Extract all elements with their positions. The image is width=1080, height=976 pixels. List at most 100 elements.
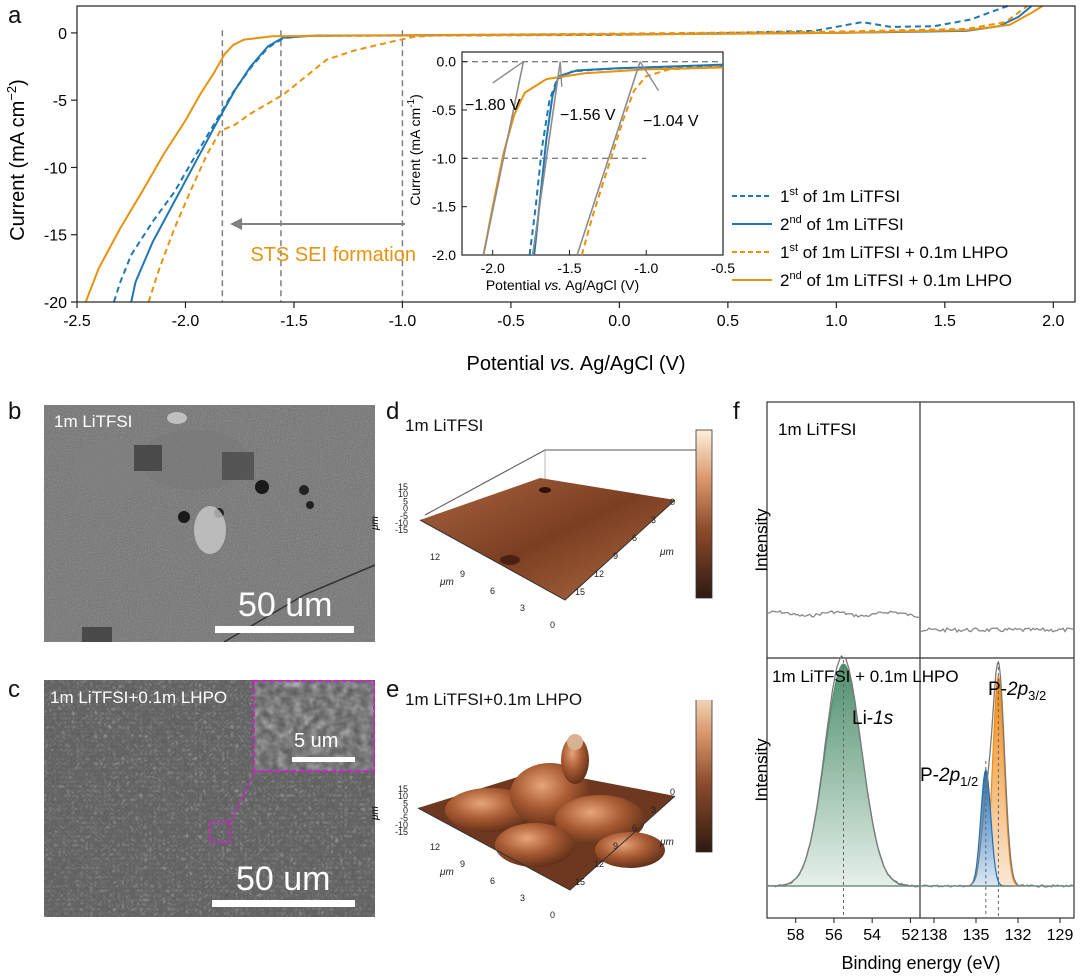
legend-label-2: 1st of 1m LiTFSI + 0.1m LHPO: [780, 242, 1008, 262]
afm-y-tick: 3: [651, 805, 656, 815]
y-tick-label: -20: [44, 295, 67, 312]
afm-z-tick: -10: [395, 820, 408, 830]
inset-tangent-2: [576, 61, 641, 256]
scale-bar-b: [215, 626, 354, 633]
y-axis-label-bottom: Intensity: [752, 738, 771, 802]
sem-label-b: 1m LiTFSI: [54, 412, 133, 431]
x-axis-label: Potential vs. Ag/AgCl (V): [467, 353, 686, 375]
afm-z-tick: 0: [403, 806, 408, 816]
xps-plot: 58 56 54 52 138 135 132 129: [766, 401, 1075, 944]
afm-y-tick: 6: [632, 533, 637, 543]
afm-z-tick: -5: [400, 511, 408, 521]
xps-x-tick-label: 54: [863, 927, 881, 944]
panel-letter-e: e: [386, 676, 400, 703]
afm-y-tick: 12: [594, 859, 604, 869]
afm-x-tick: 0: [550, 620, 555, 630]
panel-letter-b: b: [8, 398, 22, 425]
afm-z-tick: 15: [398, 784, 408, 794]
sem-texture-b: [44, 405, 375, 642]
inset-scale-text-c: 5 um: [294, 730, 339, 752]
inset-y-label: Current (mA cm-1): [406, 94, 423, 206]
series-line-2: [147, 5, 1028, 303]
colorbar-e: [695, 700, 713, 853]
scale-text-b: 50 um: [238, 586, 333, 624]
onset-label-0: −1.80 V: [465, 97, 521, 114]
panel-letter-f: f: [733, 398, 740, 425]
x-axis-label-f: Binding energy (eV): [841, 953, 1000, 973]
xps-x-tick-label: 52: [902, 927, 920, 944]
series-line-3: [84, 5, 1044, 303]
inset-series-1: [533, 63, 724, 256]
afm-axis-unit: μm: [659, 837, 674, 848]
peak-label-li: Li-1s: [852, 708, 894, 729]
x-tick-label: 0.0: [608, 313, 630, 330]
xps-x-tick-label: 56: [825, 927, 843, 944]
afm-x-tick: 6: [490, 876, 495, 886]
afm-x-tick: 9: [460, 859, 465, 869]
panel-letter-a: a: [8, 2, 22, 29]
inset-x-tick-label: -2.0: [481, 260, 505, 276]
afm-x-tick: 12: [430, 552, 440, 562]
afm-y-tick: 0: [670, 787, 675, 797]
x-tick-label: -2.5: [63, 313, 91, 330]
afm-y-tick: 0: [670, 497, 675, 507]
inset-tangent-0: [482, 61, 525, 256]
svg-text:μm: μm: [370, 516, 381, 531]
afm-x-tick: 0: [550, 910, 555, 920]
afm-y-tick: 6: [632, 823, 637, 833]
peak-label-p32: P-2p3/2: [988, 679, 1046, 703]
x-tick-label: 1.0: [825, 313, 847, 330]
inset-arrow-1: [559, 61, 563, 87]
colorbar-d: [695, 429, 713, 599]
y-axis-label: Current (mA cm−2): [4, 79, 29, 241]
annotation-arrowhead: [230, 218, 242, 230]
inset-y-tick-label: -2.0: [432, 247, 456, 263]
afm-title-d: 1m LiTFSI: [405, 416, 484, 435]
annotation-sts-sei: STS SEI formation: [250, 244, 416, 266]
afm-x-tick: 3: [520, 603, 525, 613]
x-tick-label: -1.0: [389, 313, 417, 330]
inset-scale-bar-c: [292, 757, 355, 762]
afm-axis-unit: μm: [659, 547, 674, 558]
afm-x-tick: 6: [490, 586, 495, 596]
afm-axis-unit: μm: [439, 867, 454, 878]
inset-y-tick-label: 0.0: [437, 54, 457, 70]
x-tick-label: 1.5: [934, 313, 956, 330]
afm-z-tick: 5: [403, 496, 408, 506]
sem-image-c: [44, 680, 375, 917]
legend-label-3: 2nd of 1m LiTFSI + 0.1m LHPO: [780, 270, 1012, 290]
inset-arrow-2: [639, 61, 660, 92]
afm-z-tick: 10: [398, 489, 408, 499]
afm-z-tick: 10: [398, 791, 408, 801]
afm-y-tick: 9: [613, 551, 618, 561]
xps-x-tick-label: 129: [1047, 927, 1074, 944]
legend-label-0: 1st of 1m LiTFSI: [780, 186, 900, 206]
afm-z-tick: -15: [395, 525, 408, 535]
xps-top-left-spectrum: [767, 609, 921, 619]
inset-y-tick-label: -1.0: [432, 150, 456, 166]
x-tick-label: -2.0: [172, 313, 200, 330]
afm-z-tick: 15: [398, 482, 408, 492]
inset-frame: [253, 680, 375, 772]
main-plot: -2.5 -2.0 -1.5 -1.0 -0.5 0.0 0.5 1.0 1.5 2.0 0 -5 -1…: [44, 5, 1076, 330]
afm-y-tick: 12: [594, 569, 604, 579]
legend: 1st of 1m LiTFSI 2nd of 1m LiTFSI 1st of 1…: [732, 186, 1012, 290]
xps-top-label: 1m LiTFSI: [778, 420, 856, 439]
legend-label-1: 2nd of 1m LiTFSI: [780, 214, 904, 234]
inset-tangent-1: [531, 61, 562, 256]
inset-plot: −1.80 V −1.56 V −1.04 V -2.0 -1.5 -1.0 -0.5 0.0…: [406, 51, 735, 293]
y-axis-label-top: Intensity: [752, 508, 771, 572]
chart-a: -2.5 -2.0 -1.5 -1.0 -0.5 0.0 0.5 1.0 1.5 2.0 0 -5 -1…: [4, 5, 1076, 375]
svg-text:μm: μm: [370, 806, 381, 821]
afm-y-tick: 3: [651, 515, 656, 525]
afm-x-tick: 3: [520, 893, 525, 903]
xps-x-tick-label: 58: [787, 927, 805, 944]
panel-letter-c: c: [8, 676, 20, 703]
x-tick-label: -0.5: [497, 313, 525, 330]
inset-arrow-0: [492, 61, 524, 84]
zoom-box: [209, 821, 231, 843]
y-tick-label: -10: [44, 160, 67, 177]
afm-surface-d: [420, 478, 675, 600]
onset-label-2: −1.04 V: [643, 113, 699, 130]
